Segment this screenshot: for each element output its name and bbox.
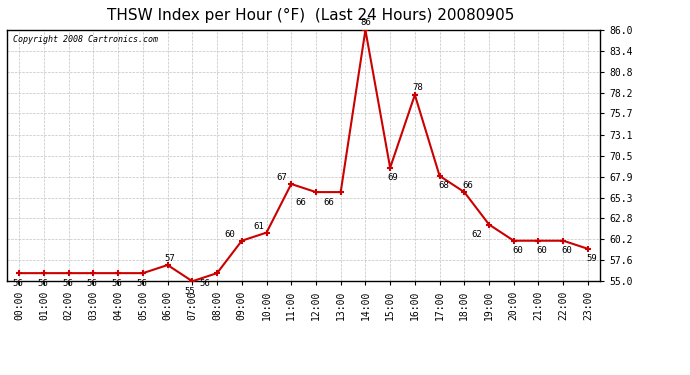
- Text: 60: 60: [537, 246, 548, 255]
- Text: 66: 66: [323, 198, 334, 207]
- Text: 86: 86: [360, 18, 371, 27]
- Text: 60: 60: [562, 246, 572, 255]
- Text: 60: 60: [512, 246, 523, 255]
- Text: 61: 61: [254, 222, 264, 231]
- Text: 56: 56: [137, 279, 147, 288]
- Text: 55: 55: [184, 287, 195, 296]
- Text: 67: 67: [276, 172, 287, 182]
- Text: 56: 56: [62, 279, 73, 288]
- Text: Copyright 2008 Cartronics.com: Copyright 2008 Cartronics.com: [13, 35, 158, 44]
- Text: 60: 60: [224, 230, 235, 239]
- Text: THSW Index per Hour (°F)  (Last 24 Hours) 20080905: THSW Index per Hour (°F) (Last 24 Hours)…: [107, 8, 514, 22]
- Text: 66: 66: [463, 181, 473, 190]
- Text: 56: 56: [37, 279, 48, 288]
- Text: 56: 56: [199, 279, 210, 288]
- Text: 78: 78: [412, 83, 423, 92]
- Text: 69: 69: [387, 173, 398, 182]
- Text: 56: 56: [112, 279, 122, 288]
- Text: 62: 62: [471, 230, 482, 239]
- Text: 57: 57: [165, 254, 175, 262]
- Text: 68: 68: [438, 182, 449, 190]
- Text: 66: 66: [296, 198, 306, 207]
- Text: 59: 59: [586, 254, 597, 263]
- Text: 56: 56: [12, 279, 23, 288]
- Text: 56: 56: [87, 279, 97, 288]
